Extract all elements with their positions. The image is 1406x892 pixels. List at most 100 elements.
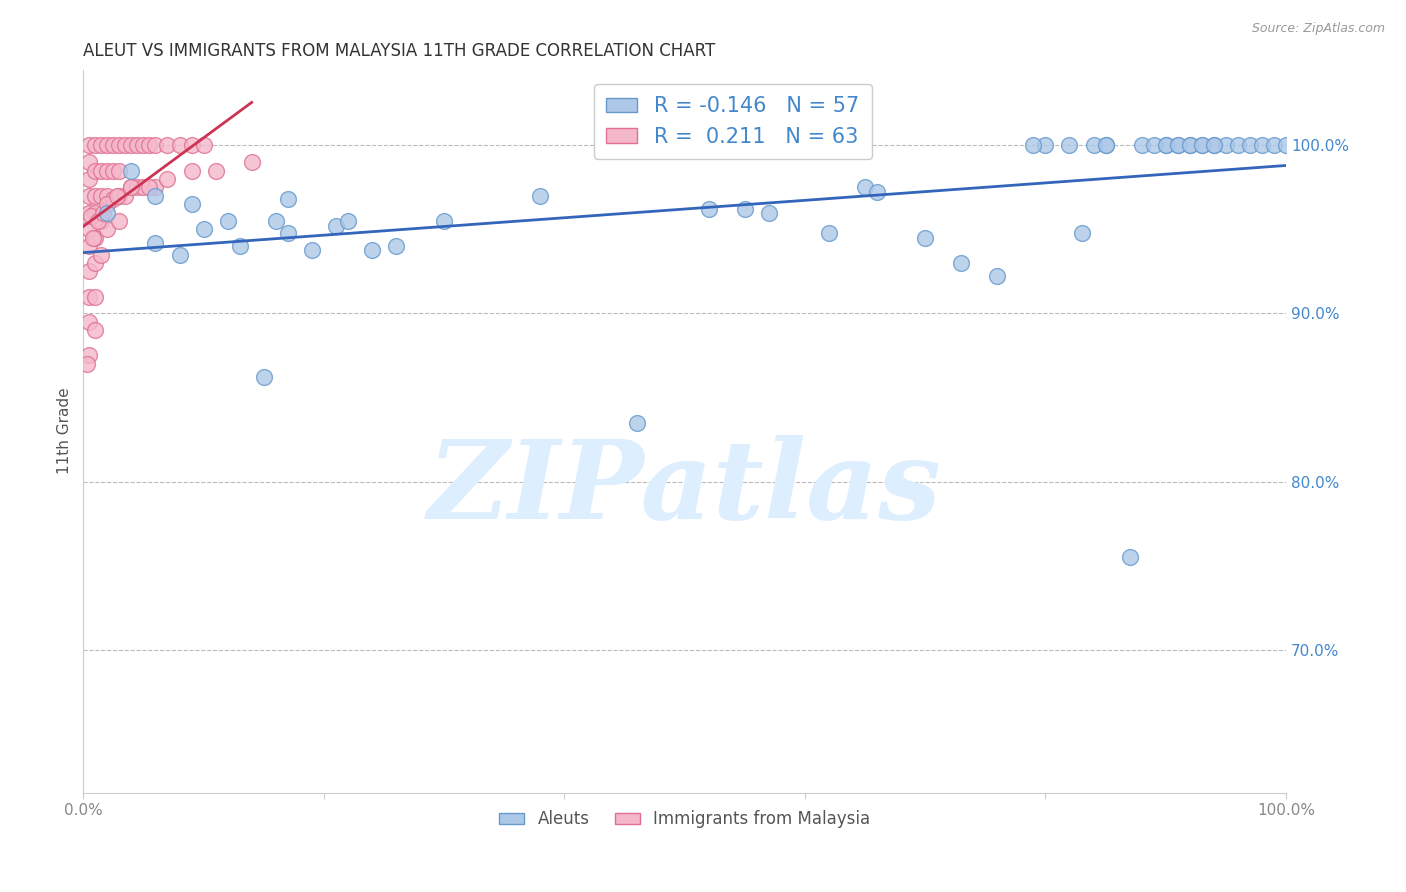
Point — [361, 243, 384, 257]
Point — [127, 180, 149, 194]
Point — [204, 163, 226, 178]
Point — [79, 239, 101, 253]
Point — [79, 188, 101, 202]
Point — [84, 256, 107, 270]
Point — [626, 416, 648, 430]
Point — [1251, 138, 1274, 153]
Point — [1202, 138, 1225, 153]
Point — [1059, 138, 1081, 153]
Point — [127, 138, 149, 153]
Point — [103, 138, 125, 153]
Point — [105, 188, 128, 202]
Text: ALEUT VS IMMIGRANTS FROM MALAYSIA 11TH GRADE CORRELATION CHART: ALEUT VS IMMIGRANTS FROM MALAYSIA 11TH G… — [83, 42, 716, 60]
Point — [145, 180, 167, 194]
Point — [758, 205, 780, 219]
Point — [96, 188, 118, 202]
Point — [240, 155, 263, 169]
Point — [301, 243, 323, 257]
Point — [79, 290, 101, 304]
Point — [193, 138, 215, 153]
Point — [818, 226, 841, 240]
Point — [108, 163, 131, 178]
Point — [180, 138, 202, 153]
Point — [830, 138, 852, 153]
Point — [79, 222, 101, 236]
Point — [145, 235, 167, 250]
Y-axis label: 11th Grade: 11th Grade — [58, 388, 72, 475]
Legend: Aleuts, Immigrants from Malaysia: Aleuts, Immigrants from Malaysia — [492, 804, 877, 835]
Point — [1178, 138, 1201, 153]
Point — [1130, 138, 1153, 153]
Point — [1191, 138, 1213, 153]
Point — [82, 231, 104, 245]
Point — [84, 323, 107, 337]
Point — [169, 247, 191, 261]
Point — [96, 222, 118, 236]
Text: ZIPatlas: ZIPatlas — [427, 435, 942, 542]
Point — [734, 202, 756, 217]
Point — [84, 138, 107, 153]
Point — [84, 231, 107, 245]
Point — [90, 188, 112, 202]
Point — [1226, 138, 1249, 153]
Point — [1239, 138, 1261, 153]
Point — [120, 138, 142, 153]
Point — [120, 163, 142, 178]
Point — [277, 192, 299, 206]
Point — [96, 138, 118, 153]
Point — [1191, 138, 1213, 153]
Point — [120, 180, 142, 194]
Point — [96, 197, 118, 211]
Point — [385, 239, 408, 253]
Point — [114, 138, 136, 153]
Point — [76, 357, 98, 371]
Point — [138, 180, 160, 194]
Point — [1094, 138, 1116, 153]
Point — [1154, 138, 1177, 153]
Point — [79, 349, 101, 363]
Point — [114, 188, 136, 202]
Point — [145, 188, 167, 202]
Point — [145, 138, 167, 153]
Point — [1167, 138, 1189, 153]
Point — [1035, 138, 1057, 153]
Point — [914, 231, 936, 245]
Point — [1263, 138, 1285, 153]
Point — [1167, 138, 1189, 153]
Point — [228, 239, 250, 253]
Point — [193, 222, 215, 236]
Point — [108, 188, 131, 202]
Point — [103, 192, 125, 206]
Point — [1022, 138, 1045, 153]
Point — [277, 226, 299, 240]
Point — [1202, 138, 1225, 153]
Point — [253, 370, 276, 384]
Point — [79, 264, 101, 278]
Point — [132, 138, 155, 153]
Point — [79, 172, 101, 186]
Point — [1154, 138, 1177, 153]
Point — [84, 163, 107, 178]
Point — [1143, 138, 1166, 153]
Point — [84, 188, 107, 202]
Point — [169, 138, 191, 153]
Point — [103, 163, 125, 178]
Point — [90, 163, 112, 178]
Point — [986, 269, 1008, 284]
Point — [79, 205, 101, 219]
Point — [1094, 138, 1116, 153]
Point — [1118, 550, 1140, 565]
Point — [264, 214, 287, 228]
Point — [90, 247, 112, 261]
Point — [529, 188, 551, 202]
Point — [950, 256, 973, 270]
Point — [87, 214, 110, 228]
Point — [325, 219, 347, 233]
Point — [108, 138, 131, 153]
Point — [433, 214, 456, 228]
Point — [132, 180, 155, 194]
Point — [108, 214, 131, 228]
Text: Source: ZipAtlas.com: Source: ZipAtlas.com — [1251, 22, 1385, 36]
Point — [84, 205, 107, 219]
Point — [120, 180, 142, 194]
